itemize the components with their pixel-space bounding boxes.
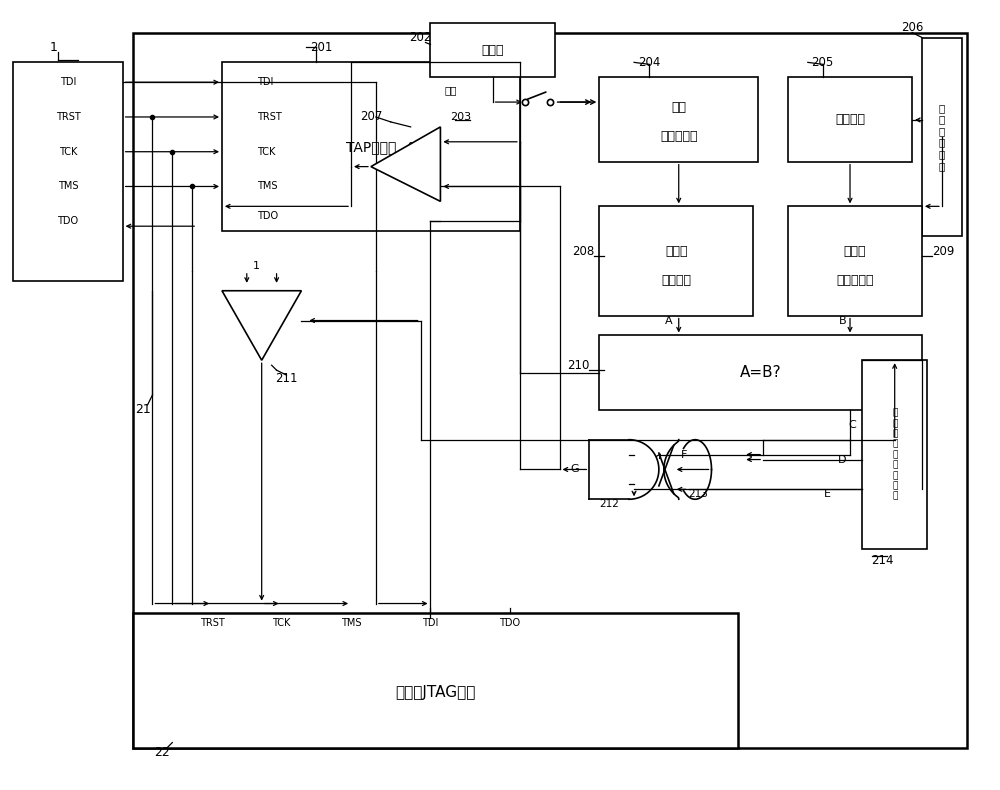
Bar xyxy=(430,23,555,77)
Text: 205: 205 xyxy=(812,56,834,69)
Bar xyxy=(788,77,912,162)
Text: B: B xyxy=(839,315,846,325)
Text: E: E xyxy=(824,489,831,499)
Bar xyxy=(599,206,753,315)
Text: 209: 209 xyxy=(932,245,954,258)
Text: 22: 22 xyxy=(155,746,170,759)
Text: TRST: TRST xyxy=(56,112,80,122)
Text: 密码: 密码 xyxy=(444,85,457,95)
Text: 装载电路: 装载电路 xyxy=(835,114,865,126)
Text: 1: 1 xyxy=(49,41,57,54)
Text: 计时器: 计时器 xyxy=(481,44,504,57)
Text: 201: 201 xyxy=(310,41,332,54)
Bar xyxy=(133,614,738,747)
Text: TDO: TDO xyxy=(57,216,79,226)
Text: D: D xyxy=(838,454,847,465)
Text: TDI: TDI xyxy=(60,77,76,87)
Bar xyxy=(13,62,123,280)
Bar xyxy=(862,360,927,549)
Text: 21: 21 xyxy=(135,404,150,416)
Text: 1: 1 xyxy=(239,306,245,315)
Text: TDI: TDI xyxy=(257,77,273,87)
Polygon shape xyxy=(371,127,440,201)
Bar xyxy=(222,62,520,231)
Text: 1: 1 xyxy=(407,176,414,186)
Text: 207: 207 xyxy=(360,111,382,123)
Text: TDO: TDO xyxy=(257,211,278,221)
Polygon shape xyxy=(222,291,301,360)
Bar xyxy=(922,38,962,236)
Text: TMS: TMS xyxy=(341,619,361,628)
Text: C: C xyxy=(849,419,856,430)
Bar xyxy=(788,206,922,315)
Bar xyxy=(599,77,758,162)
Text: 安
全
属
性
控
制
寄
存
器: 安 全 属 性 控 制 寄 存 器 xyxy=(892,408,897,501)
Text: TRST: TRST xyxy=(257,112,281,122)
Text: 206: 206 xyxy=(901,21,923,34)
Text: TDO: TDO xyxy=(499,619,520,628)
Text: 208: 208 xyxy=(572,245,594,258)
Text: 211: 211 xyxy=(275,371,298,385)
Text: 输入: 输入 xyxy=(671,100,686,114)
Text: 非
易
失
性
介
质: 非 易 失 性 介 质 xyxy=(939,103,945,171)
Text: 0: 0 xyxy=(273,306,280,315)
Text: 1: 1 xyxy=(253,261,260,271)
Text: 210: 210 xyxy=(567,359,589,372)
Text: 203: 203 xyxy=(450,112,471,122)
Text: TMS: TMS xyxy=(257,182,277,191)
Text: 214: 214 xyxy=(871,555,894,567)
Text: 模糊化: 模糊化 xyxy=(665,245,688,258)
Text: 密码寄存器: 密码寄存器 xyxy=(836,274,874,288)
Text: TMS: TMS xyxy=(58,182,78,191)
Text: 213: 213 xyxy=(689,489,709,499)
Text: 模糊化: 模糊化 xyxy=(844,245,866,258)
Bar xyxy=(133,32,967,747)
Text: A=B?: A=B? xyxy=(740,365,781,380)
Text: 212: 212 xyxy=(599,499,619,510)
Text: TRST: TRST xyxy=(200,619,224,628)
Text: TAP控制器: TAP控制器 xyxy=(346,140,396,154)
Text: 处理器JTAG电路: 处理器JTAG电路 xyxy=(395,686,476,701)
Text: 202: 202 xyxy=(409,31,432,44)
Text: 0: 0 xyxy=(407,141,414,152)
Text: 密码寄存器: 密码寄存器 xyxy=(660,130,697,143)
Text: G: G xyxy=(570,465,579,475)
Text: 204: 204 xyxy=(638,56,660,69)
Text: F: F xyxy=(681,450,687,460)
Text: 算法电路: 算法电路 xyxy=(661,274,691,288)
Bar xyxy=(599,336,922,410)
Text: TCK: TCK xyxy=(272,619,291,628)
Text: TDI: TDI xyxy=(422,619,439,628)
Text: TCK: TCK xyxy=(59,147,77,156)
Text: A: A xyxy=(665,315,673,325)
Text: TCK: TCK xyxy=(257,147,275,156)
